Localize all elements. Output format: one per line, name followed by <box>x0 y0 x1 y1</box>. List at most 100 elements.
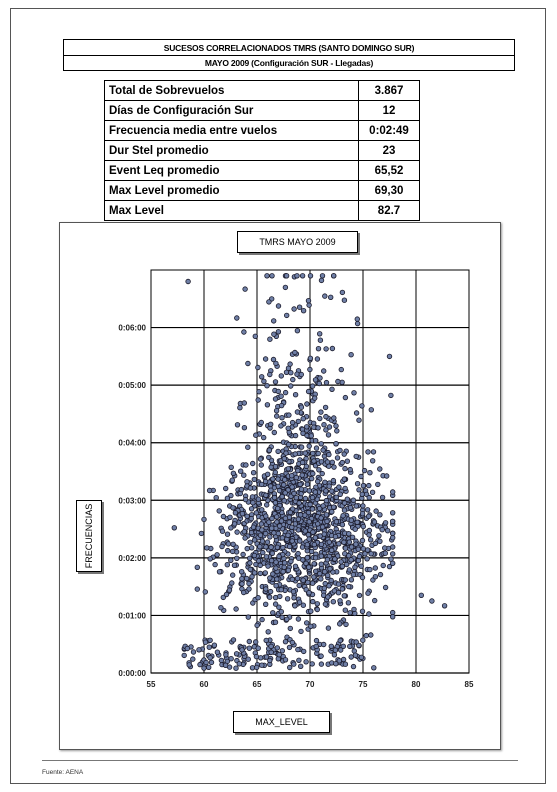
scatter-point <box>292 349 298 356</box>
scatter-point <box>385 528 391 534</box>
scatter-point <box>298 444 305 450</box>
scatter-point <box>300 577 306 583</box>
scatter-point <box>355 546 361 552</box>
scatter-point <box>295 467 301 474</box>
scatter-point <box>356 417 362 423</box>
scatter-point <box>321 368 327 374</box>
scatter-point <box>311 424 317 430</box>
scatter-point <box>344 496 350 502</box>
scatter-point <box>323 497 330 504</box>
scatter-point <box>185 278 191 285</box>
scatter-point <box>272 379 279 385</box>
scatter-point <box>339 459 345 466</box>
scatter-point <box>325 432 332 438</box>
scatter-point <box>203 659 209 666</box>
scatter-point <box>281 455 287 462</box>
scatter-point <box>360 546 366 552</box>
scatter-point <box>334 455 341 461</box>
scatter-point <box>342 545 349 551</box>
scatter-point <box>333 494 339 500</box>
scatter-point <box>201 665 207 671</box>
scatter-point <box>294 328 301 334</box>
scatter-point <box>242 286 248 292</box>
scatter-point <box>321 641 327 648</box>
scatter-point <box>349 534 356 540</box>
scatter-point <box>311 541 317 548</box>
scatter-point <box>306 302 312 308</box>
scatter-point <box>318 441 324 447</box>
scatter-point <box>312 377 319 383</box>
scatter-point <box>390 551 396 557</box>
scatter-point <box>246 638 252 645</box>
scatter-point <box>363 632 369 639</box>
scatter-point <box>342 465 348 472</box>
scatter-point <box>366 532 372 538</box>
scatter-point <box>268 557 275 564</box>
scatter-point <box>300 416 306 422</box>
scatter-point <box>252 639 259 645</box>
x-tick-label: 65 <box>253 680 262 689</box>
scatter-point <box>337 598 343 604</box>
scatter-point <box>286 543 293 550</box>
scatter-point <box>356 592 363 599</box>
scatter-point <box>304 620 310 626</box>
scatter-point <box>255 595 261 601</box>
scatter-point <box>248 515 254 522</box>
scatter-point <box>308 608 314 614</box>
scatter-point <box>270 356 277 363</box>
scatter-point <box>354 481 361 487</box>
scatter-point <box>311 561 317 567</box>
scatter-point <box>247 560 253 566</box>
scatter-point <box>282 389 289 396</box>
scatter-point <box>340 643 346 649</box>
scatter-point <box>307 366 313 373</box>
scatter-point <box>322 293 328 299</box>
scatter-point <box>379 527 385 533</box>
scatter-point <box>265 471 271 477</box>
scatter-point <box>285 425 291 431</box>
scatter-point <box>329 547 335 553</box>
scatter-point <box>315 346 322 352</box>
scatter-point <box>263 637 269 644</box>
y-tick-label: 0:03:00 <box>118 496 146 505</box>
scatter-point <box>286 644 293 651</box>
scatter-point <box>222 662 229 668</box>
scatter-point <box>315 478 321 485</box>
scatter-point <box>304 401 310 407</box>
scatter-point <box>299 273 306 279</box>
scatter-point <box>341 539 347 545</box>
scatter-point <box>296 304 303 310</box>
scatter-point <box>314 356 321 362</box>
scatter-point <box>281 564 287 570</box>
scatter-point <box>348 577 355 583</box>
scatter-point <box>207 556 213 562</box>
scatter-point <box>346 567 353 573</box>
scatter-point <box>353 639 359 645</box>
scatter-point <box>310 598 316 605</box>
scatter-point <box>219 528 226 534</box>
scatter-point <box>267 657 273 664</box>
scatter-point <box>242 535 248 541</box>
scatter-point <box>346 553 352 559</box>
scatter-point <box>262 478 269 485</box>
scatter-point <box>268 649 274 655</box>
x-tick-label: 70 <box>306 680 315 689</box>
scatter-point <box>240 589 247 596</box>
scatter-point <box>294 273 300 279</box>
scatter-point <box>284 596 291 602</box>
scatter-point <box>346 583 352 590</box>
scatter-point <box>317 415 323 422</box>
scatter-point <box>266 519 272 525</box>
scatter-point <box>283 273 290 279</box>
scatter-point <box>230 541 236 547</box>
scatter-point <box>390 510 396 516</box>
scatter-point <box>225 541 232 547</box>
scatter-point <box>317 570 323 577</box>
scatter-point <box>297 481 303 488</box>
scatter-point <box>339 586 345 592</box>
scatter-point <box>352 564 358 570</box>
scatter-point <box>264 402 271 408</box>
scatter-point <box>369 489 376 495</box>
scatter-point <box>376 533 382 539</box>
scatter-point <box>286 441 292 448</box>
